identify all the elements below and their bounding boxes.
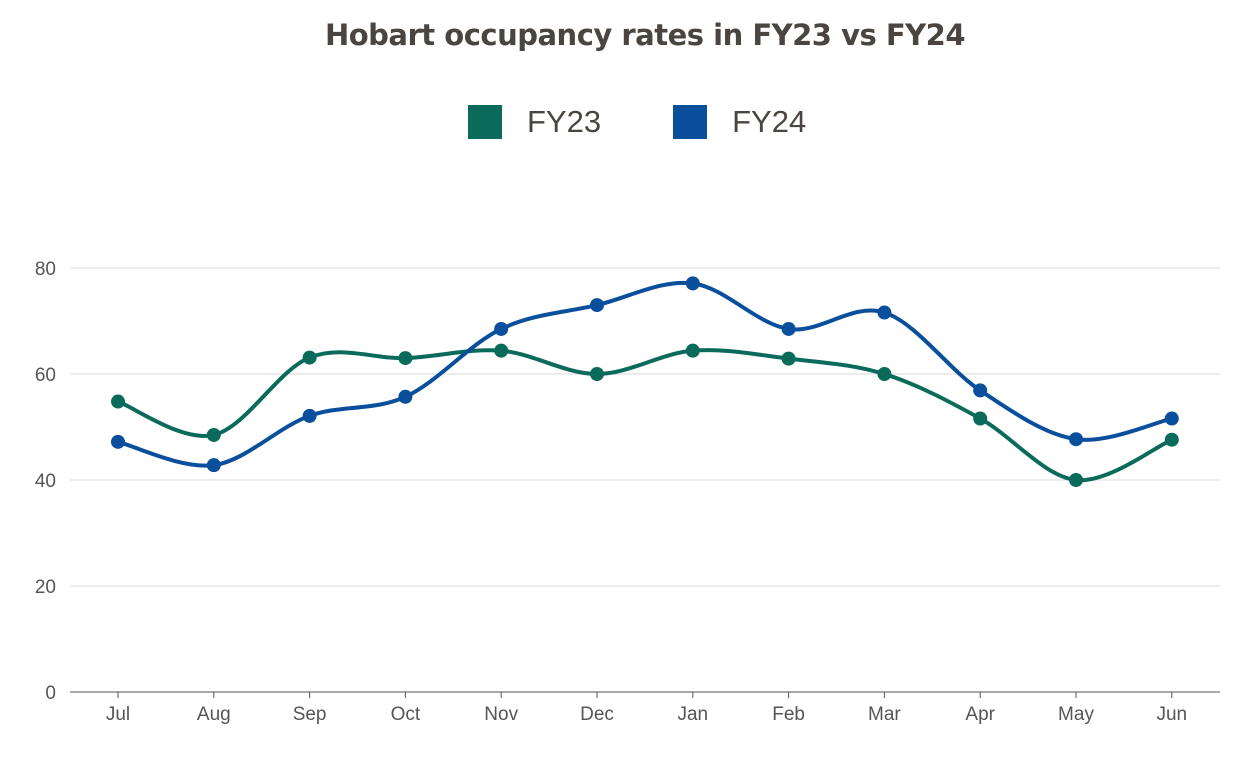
data-point-fy24-jan[interactable] (685, 276, 700, 291)
chart-title: Hobart occupancy rates in FY23 vs FY24 (324, 18, 966, 52)
data-point-fy23-nov[interactable] (494, 343, 509, 358)
data-point-fy23-jul[interactable] (111, 394, 125, 409)
data-point-fy24-apr[interactable] (973, 383, 988, 398)
x-tick-label-apr: Apr (965, 704, 995, 725)
y-tick-label-60: 60 (35, 365, 56, 386)
data-point-fy24-dec[interactable] (590, 298, 604, 313)
data-points (111, 276, 1179, 487)
legend-swatch-fy24 (673, 105, 708, 139)
axes: 0 20 40 60 80 Jul Aug Sep Oct Nov Dec Jan Feb Mar Apr M… (35, 259, 1220, 725)
x-tick-label-jun: Jun (1156, 704, 1187, 725)
x-tick-label-may: May (1058, 704, 1094, 725)
y-tick-label-80: 80 (35, 259, 56, 280)
data-point-fy23-jan[interactable] (685, 343, 700, 358)
y-tick-label-40: 40 (35, 471, 56, 492)
data-point-fy23-feb[interactable] (781, 351, 796, 366)
x-tick-label-dec: Dec (580, 704, 614, 725)
data-point-fy24-aug[interactable] (206, 458, 221, 473)
data-point-fy24-mar[interactable] (877, 305, 892, 320)
x-tick-label-jan: Jan (677, 704, 708, 725)
data-point-fy24-oct[interactable] (398, 389, 413, 404)
data-point-fy23-apr[interactable] (973, 411, 988, 426)
x-tick-label-jul: Jul (106, 704, 130, 725)
data-point-fy23-oct[interactable] (398, 351, 413, 366)
data-point-fy24-jun[interactable] (1164, 411, 1179, 426)
x-tick-label-mar: Mar (868, 704, 901, 725)
data-point-fy24-feb[interactable] (781, 321, 796, 336)
legend-item-fy23[interactable]: FY23 (468, 104, 601, 140)
series-line-fy23 (116, 348, 1174, 483)
legend-item-fy24[interactable]: FY24 (673, 104, 806, 140)
series-lines (116, 280, 1174, 483)
data-point-fy24-jul[interactable] (111, 434, 125, 449)
data-point-fy24-sep[interactable] (302, 408, 317, 423)
data-point-fy23-dec[interactable] (590, 367, 604, 381)
legend-label-fy24: FY24 (732, 104, 807, 139)
data-point-fy23-jun[interactable] (1164, 432, 1179, 447)
gridlines (70, 267, 1220, 587)
x-tick-label-sep: Sep (293, 704, 327, 725)
y-tick-label-0: 0 (45, 683, 56, 704)
data-point-fy24-nov[interactable] (494, 321, 509, 336)
x-tick-label-aug: Aug (197, 704, 231, 725)
x-tick-label-oct: Oct (391, 704, 421, 725)
data-point-fy24-may[interactable] (1069, 432, 1083, 447)
legend: FY23 FY24 (468, 104, 878, 140)
data-point-fy23-mar[interactable] (877, 367, 892, 381)
y-tick-label-20: 20 (35, 577, 56, 598)
legend-label-fy23: FY23 (527, 104, 602, 139)
x-tick-label-nov: Nov (484, 704, 518, 725)
series-line-fy24 (116, 280, 1174, 468)
data-point-fy23-sep[interactable] (302, 350, 317, 365)
x-tick-label-feb: Feb (772, 704, 805, 725)
data-point-fy23-aug[interactable] (206, 427, 221, 442)
data-point-fy23-may[interactable] (1069, 473, 1083, 487)
legend-swatch-fy23 (468, 105, 502, 139)
